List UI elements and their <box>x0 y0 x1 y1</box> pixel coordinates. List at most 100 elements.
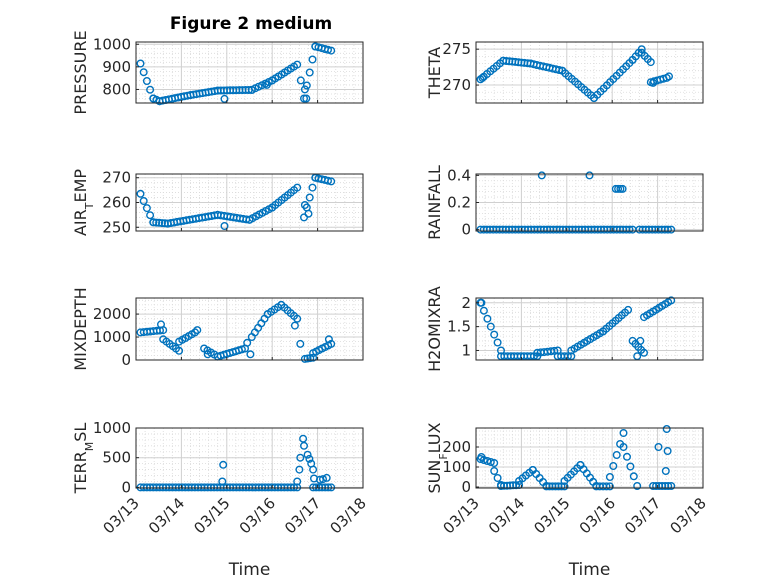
data-point <box>136 189 145 198</box>
data-point <box>327 177 336 186</box>
data-point <box>155 218 164 227</box>
axes-box <box>475 297 704 361</box>
data-point <box>637 45 646 54</box>
data-point <box>661 467 670 476</box>
axes-box <box>135 41 364 104</box>
data-point <box>490 459 499 468</box>
x-tick-label: 03/14 <box>485 494 528 537</box>
data-point <box>585 171 594 180</box>
data-point <box>149 218 158 227</box>
data-point <box>490 330 499 339</box>
x-axis-label: Time <box>228 560 271 580</box>
x-axis-label: Time <box>568 560 611 580</box>
axes-box <box>135 297 364 361</box>
data-point <box>304 209 313 218</box>
data-point <box>619 429 628 438</box>
data-point <box>612 451 621 460</box>
x-tick-label: 03/13 <box>440 494 483 537</box>
y-tick-label: 1000 <box>93 419 131 437</box>
data-point <box>305 68 314 77</box>
x-tick-label: 03/13 <box>100 494 143 537</box>
y-tick-label: 100 <box>442 458 471 476</box>
data-point <box>327 483 336 492</box>
data-point <box>667 482 676 491</box>
y-tick-label: 270 <box>102 169 131 187</box>
data-point <box>490 467 499 476</box>
data-point <box>665 72 674 81</box>
data-point <box>555 65 564 74</box>
x-tick-label: 03/14 <box>145 494 188 537</box>
data-point <box>146 85 155 94</box>
data-point <box>296 453 305 462</box>
subplot-7: 0 500 1000 03/13 03/14 03/15 03/16 03/17 03/18 TE… <box>71 419 370 580</box>
data-point <box>296 76 305 85</box>
data-point <box>626 462 635 471</box>
axes-box <box>475 427 704 489</box>
data-point <box>493 474 502 483</box>
y-tick-label: 250 <box>102 218 131 236</box>
y-axis-label: THETA <box>425 47 444 99</box>
data-point <box>293 314 302 323</box>
data-point <box>139 68 148 77</box>
data-point <box>614 184 623 193</box>
y-tick-label: 270 <box>442 76 471 94</box>
axes-box <box>475 41 704 104</box>
y-axis-label: PRESSURE <box>71 30 90 114</box>
data-point <box>483 314 492 323</box>
data-point <box>553 346 562 355</box>
data-point <box>479 306 488 315</box>
data-point <box>629 472 638 481</box>
data-point <box>662 425 671 434</box>
data-point <box>537 171 546 180</box>
x-tick-label: 03/17 <box>281 494 324 537</box>
data-point <box>324 483 333 492</box>
data-point <box>302 94 311 103</box>
data-point <box>152 218 161 227</box>
figure-title: Figure 2 medium <box>170 14 332 34</box>
data-point <box>146 211 155 220</box>
data-point <box>290 321 299 330</box>
y-tick-label: 900 <box>102 58 131 76</box>
y-axis-label: TERRMSL <box>71 423 96 495</box>
data-point <box>649 78 658 87</box>
data-point <box>300 94 309 103</box>
data-point <box>497 346 506 355</box>
data-point <box>243 338 252 347</box>
data-point <box>136 59 145 68</box>
data-point <box>618 184 627 193</box>
y-tick-label: 275 <box>442 40 471 58</box>
data-point <box>139 196 148 205</box>
data-point <box>486 322 495 331</box>
data-point <box>308 183 317 192</box>
y-axis-label: SUNFLUX <box>425 422 450 493</box>
data-point <box>664 482 673 491</box>
data-point <box>636 336 645 345</box>
data-point <box>295 465 304 474</box>
x-tick-label: 03/18 <box>327 494 370 537</box>
x-tick-label: 03/16 <box>236 494 279 537</box>
y-tick-label: 800 <box>102 80 131 98</box>
data-point <box>262 80 271 89</box>
y-tick-label: 0 <box>461 221 471 239</box>
data-point <box>300 200 309 209</box>
data-point <box>560 482 569 491</box>
data-point <box>303 450 312 459</box>
data-point <box>203 350 212 359</box>
data-point <box>190 328 199 337</box>
y-tick-label: 0.2 <box>447 194 471 212</box>
data-point <box>322 473 331 482</box>
y-tick-label: 0.4 <box>447 166 471 184</box>
y-tick-label: 2 <box>461 294 471 312</box>
data-point <box>218 477 227 486</box>
data-point <box>309 353 318 362</box>
data-point <box>324 45 333 54</box>
data-point <box>324 335 333 344</box>
y-axis-label: RAINFALL <box>425 165 444 240</box>
data-point <box>293 60 302 69</box>
